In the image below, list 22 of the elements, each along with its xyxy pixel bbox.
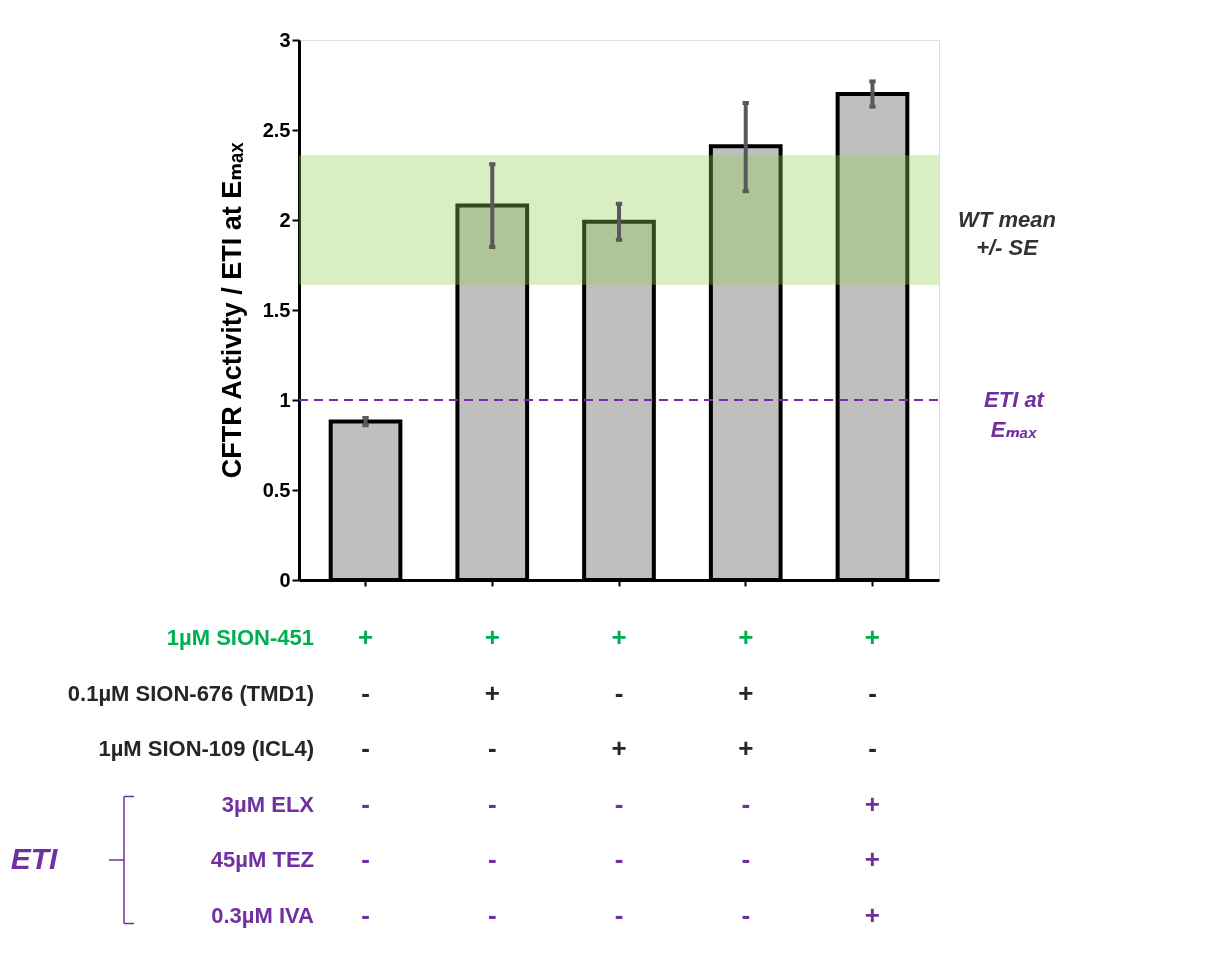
text: 0.3µM IVA <box>211 902 315 928</box>
text: 45µM TEZ <box>210 847 314 872</box>
text: 3µM ELX <box>221 791 315 817</box>
y-tick-label: 1 <box>279 388 291 411</box>
y-tick-label: 1.5 <box>262 298 291 321</box>
text: ETI <box>10 842 58 875</box>
text: 1µM SION-451 <box>166 625 314 650</box>
y-tick-label: 3 <box>279 28 291 51</box>
y-tick-label: 0 <box>279 568 291 591</box>
category-label: + - + - - - <box>611 622 627 930</box>
y-tick-label: 0.5 <box>262 478 291 501</box>
category-label: + + + - - - <box>738 622 754 930</box>
ref-line-label: ETI at Eₘₐₓ <box>984 387 1046 442</box>
y-axis-title: CFTR Activity / ETI at Eₘₐₓ <box>216 142 247 479</box>
band-label: WT mean +/- SE <box>958 207 1056 260</box>
y-tick-label: 2.5 <box>262 118 291 141</box>
category-label: + - - + + + <box>864 622 881 930</box>
y-tick-label: 2 <box>279 208 291 231</box>
category-label: + + - - - - <box>484 622 500 930</box>
category-label: + - - - - - <box>357 622 374 930</box>
text: 1µM SION-109 (ICL4) <box>98 736 314 761</box>
text: 0.1µM SION-676 (TMD1) <box>67 680 314 706</box>
